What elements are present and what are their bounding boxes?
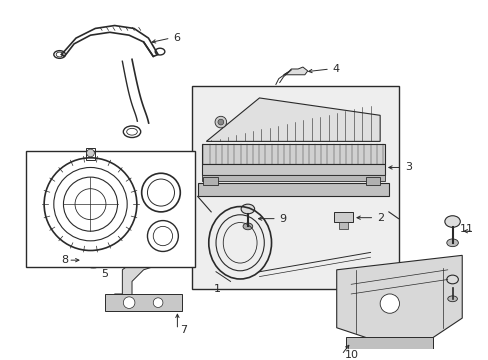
- Text: 8: 8: [61, 255, 68, 265]
- Circle shape: [153, 298, 163, 307]
- Text: 5: 5: [102, 269, 108, 279]
- Bar: [365, 177, 379, 185]
- Circle shape: [215, 116, 226, 128]
- Ellipse shape: [444, 216, 459, 227]
- Text: 7: 7: [180, 325, 187, 335]
- Ellipse shape: [446, 239, 457, 247]
- Bar: [365, 355, 413, 360]
- Circle shape: [140, 248, 147, 256]
- Circle shape: [379, 294, 399, 313]
- Text: 6: 6: [173, 33, 180, 43]
- Polygon shape: [336, 255, 461, 347]
- Text: 3: 3: [405, 162, 411, 172]
- Bar: [105, 294, 182, 311]
- Polygon shape: [114, 241, 184, 309]
- Ellipse shape: [82, 252, 104, 268]
- Text: 10: 10: [344, 350, 358, 360]
- Circle shape: [164, 248, 170, 253]
- Ellipse shape: [243, 223, 252, 230]
- Circle shape: [86, 149, 94, 157]
- Ellipse shape: [446, 275, 457, 284]
- Bar: [346, 337, 432, 355]
- Text: 1: 1: [213, 284, 220, 294]
- Ellipse shape: [87, 256, 99, 264]
- Bar: [197, 183, 388, 197]
- Circle shape: [123, 297, 135, 309]
- Bar: [26, 151, 194, 267]
- Circle shape: [218, 119, 224, 125]
- Bar: [333, 212, 352, 221]
- Bar: [201, 144, 384, 163]
- Bar: [201, 163, 384, 175]
- Bar: [191, 86, 399, 289]
- Text: 4: 4: [332, 64, 339, 74]
- Text: 11: 11: [459, 224, 473, 234]
- Polygon shape: [206, 98, 379, 141]
- Polygon shape: [283, 67, 307, 75]
- Bar: [338, 221, 347, 229]
- Text: 2: 2: [377, 213, 384, 223]
- Ellipse shape: [447, 296, 456, 302]
- Bar: [203, 177, 218, 185]
- Text: 9: 9: [279, 213, 286, 224]
- Bar: [201, 175, 384, 181]
- Bar: [85, 148, 95, 160]
- Ellipse shape: [241, 204, 254, 214]
